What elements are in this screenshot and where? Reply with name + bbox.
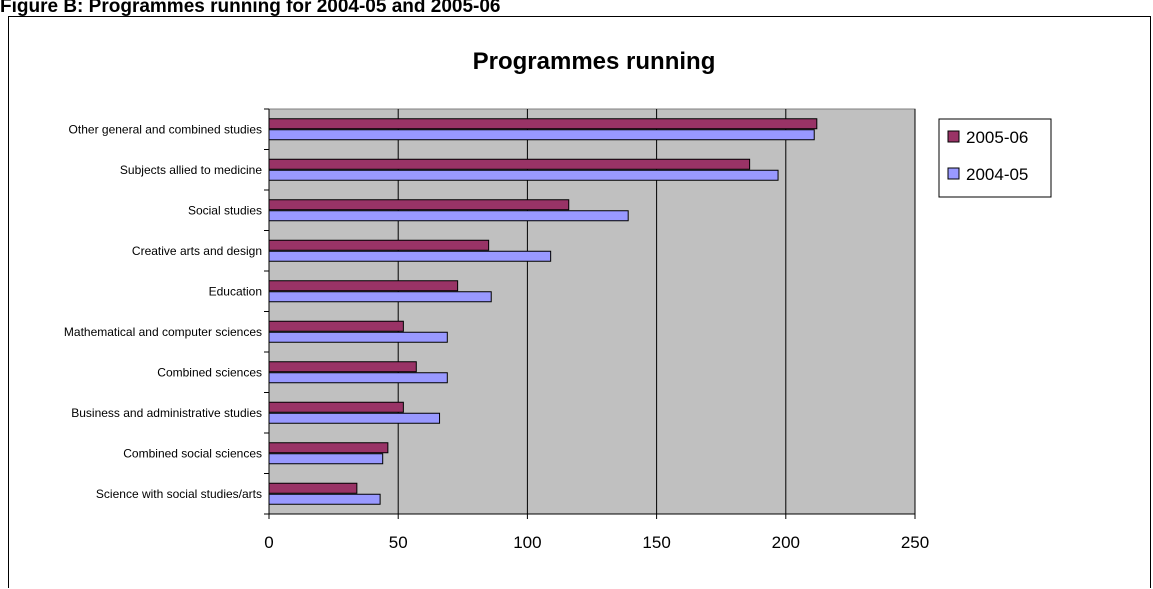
category-label: Combined social sciences: [123, 446, 262, 460]
category-label: Subjects allied to medicine: [120, 163, 262, 177]
bar-2004-05: [268, 169, 779, 181]
bar-2005-06: [268, 199, 570, 211]
bar-2004-05: [268, 291, 492, 303]
x-tick-labels: 0 50 100 150 200 250: [264, 533, 929, 552]
bar-2004-05: [268, 250, 552, 262]
x-tick-label: 100: [513, 533, 541, 552]
bar-2004-05: [268, 129, 815, 141]
bar-chart: Programmes running Other general and com…: [64, 48, 1052, 552]
bar-2005-06: [268, 482, 358, 494]
bar-2004-05: [268, 210, 629, 222]
figure-caption: Figure B: Programmes running for 2004-05…: [0, 0, 501, 17]
legend-swatch: [947, 130, 960, 143]
x-tick-label: 50: [389, 533, 408, 552]
x-tick-label: 0: [264, 533, 273, 552]
chart-title: Programmes running: [473, 48, 716, 75]
category-label: Social studies: [188, 203, 262, 217]
bar-2005-06: [268, 361, 417, 373]
x-tick-label: 250: [901, 533, 929, 552]
bar-2005-06: [268, 442, 389, 454]
bar-2004-05: [268, 372, 448, 384]
legend-label: 2004-05: [966, 165, 1028, 184]
category-labels: Other general and combined studies Subjec…: [64, 122, 262, 501]
category-label: Combined sciences: [157, 365, 262, 379]
bar-2004-05: [268, 453, 384, 465]
bar-2005-06: [268, 118, 818, 130]
category-label: Business and administrative studies: [71, 406, 262, 420]
category-label: Other general and combined studies: [69, 122, 262, 136]
bar-2005-06: [268, 401, 404, 413]
legend: 2005-06 2004-05: [938, 118, 1052, 198]
legend-swatch: [947, 167, 960, 180]
bar-2005-06: [268, 320, 404, 332]
x-tick-label: 200: [772, 533, 800, 552]
legend-label: 2005-06: [966, 128, 1028, 147]
bar-2005-06: [268, 280, 459, 292]
category-label: Creative arts and design: [132, 244, 262, 258]
bar-2004-05: [268, 412, 441, 424]
bar-2004-05: [268, 331, 448, 343]
bar-2005-06: [268, 158, 751, 170]
chart-frame: Programmes running Other general and com…: [8, 16, 1151, 588]
bar-2004-05: [268, 493, 381, 505]
category-label: Education: [209, 284, 262, 298]
category-label: Science with social studies/arts: [96, 487, 262, 501]
axes: [264, 108, 916, 519]
bars: [268, 118, 818, 505]
x-tick-label: 150: [642, 533, 670, 552]
category-label: Mathematical and computer sciences: [64, 325, 262, 339]
bar-2005-06: [268, 239, 490, 251]
